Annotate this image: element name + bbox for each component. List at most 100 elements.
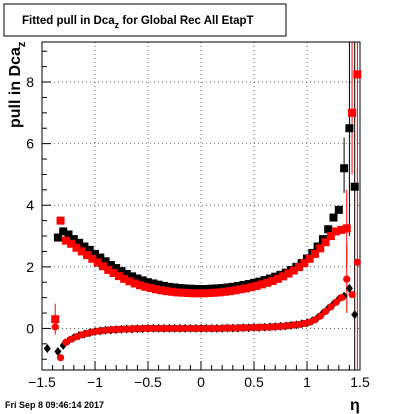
data-point-square (96, 253, 105, 262)
data-point-circle (157, 324, 165, 333)
data-point-circle (337, 294, 346, 302)
data-point-square (345, 124, 354, 133)
data-point-circle (178, 324, 187, 333)
data-point-square (231, 286, 240, 295)
data-point-square (64, 230, 73, 239)
data-point-square (67, 239, 76, 248)
data-point-circle (104, 326, 112, 334)
x-tick-label: −0.5 (134, 374, 162, 390)
data-point-square (59, 227, 68, 236)
data-point-diamond (351, 310, 359, 320)
data-point-square (114, 272, 123, 281)
data-point-square (106, 260, 115, 269)
x-tick-label: −1 (87, 374, 103, 390)
data-point-square (191, 285, 200, 294)
data-point-square (165, 282, 174, 291)
data-point-square (242, 284, 251, 293)
data-point-square (53, 233, 62, 242)
y-axis: 0 2 4 6 8 (26, 50, 51, 360)
data-point-circle (268, 323, 277, 331)
data-point-circle (316, 312, 324, 320)
data-point-square (80, 242, 89, 251)
data-point-square (178, 288, 187, 297)
data-point-square (353, 70, 362, 79)
data-point-circle (62, 338, 70, 346)
data-point-circle (311, 316, 319, 324)
data-point-square (141, 282, 150, 291)
x-tick-label: −1.5 (28, 374, 56, 390)
y-tick-label: 4 (26, 197, 34, 213)
data-point-square (83, 251, 92, 260)
data-point-square (257, 280, 266, 289)
data-point-square (138, 276, 147, 285)
data-point-square (289, 266, 298, 275)
data-point-circle (295, 320, 303, 329)
data-point-square (136, 281, 145, 290)
data-point-circle (237, 324, 245, 332)
data-point-square (146, 284, 155, 293)
data-point-square (268, 276, 277, 285)
data-point-circle (327, 303, 335, 311)
data-point-square (212, 284, 221, 293)
chart-title: Fitted pull in Dcaz for Global Rec All E… (22, 15, 254, 30)
data-point-circle (88, 328, 96, 336)
data-point-square (181, 284, 190, 293)
data-point-circle (247, 323, 255, 332)
data-point-circle (348, 290, 356, 299)
data-point-square (207, 284, 216, 293)
data-point-square (125, 277, 134, 286)
data-point-square (117, 267, 126, 276)
data-point-square (279, 272, 288, 281)
data-point-circle (263, 323, 271, 331)
data-point-circle (221, 324, 229, 332)
data-point-circle (226, 324, 234, 332)
data-point-square (77, 247, 86, 256)
data-point-square (93, 258, 102, 267)
data-point-circle (162, 324, 171, 333)
y-tick-label: 2 (26, 259, 34, 275)
x-tick-label: 1 (303, 374, 311, 390)
data-point-circle (321, 307, 330, 316)
data-point-circle (109, 326, 118, 334)
data-point-circle (210, 324, 218, 333)
data-point-square (273, 274, 282, 283)
data-point-circle (290, 321, 298, 329)
data-point-square (337, 225, 346, 234)
data-point-square (149, 279, 158, 288)
x-tick-label: 1.5 (350, 374, 370, 390)
data-point-square (332, 227, 341, 236)
data-point-circle (274, 322, 282, 331)
data-point-circle (94, 327, 102, 335)
data-point-square (204, 289, 213, 298)
data-point-square (210, 288, 219, 297)
data-point-circle (120, 325, 128, 333)
data-point-square (144, 278, 152, 287)
timestamp: Fri Sep 8 09:46:14 2017 (5, 400, 104, 410)
x-tick-label: 0 (197, 374, 205, 390)
data-point-circle (332, 298, 340, 306)
data-point-circle (141, 324, 149, 333)
data-point-circle (99, 326, 107, 335)
data-point-square (310, 249, 319, 258)
data-point-circle (173, 324, 181, 333)
x-tick-label: 0.5 (244, 374, 264, 390)
data-point-square (120, 274, 129, 283)
data-point-square (316, 244, 325, 253)
data-point-circle (205, 324, 213, 333)
data-point-circle (152, 324, 160, 333)
data-point-square (154, 280, 163, 289)
data-point-circle (189, 324, 197, 333)
data-point-square (130, 279, 139, 288)
data-point-circle (136, 325, 144, 333)
data-point-square (75, 238, 84, 247)
data-point-square (263, 278, 272, 287)
data-point-square (109, 268, 118, 277)
data-point-square (199, 289, 208, 298)
data-point-diamond (345, 283, 353, 293)
data-point-square (91, 249, 99, 258)
data-point-square (51, 315, 60, 324)
data-point-square (194, 289, 203, 298)
data-point-square (104, 265, 113, 274)
title-box (3, 3, 287, 37)
data-point-square (252, 281, 261, 290)
